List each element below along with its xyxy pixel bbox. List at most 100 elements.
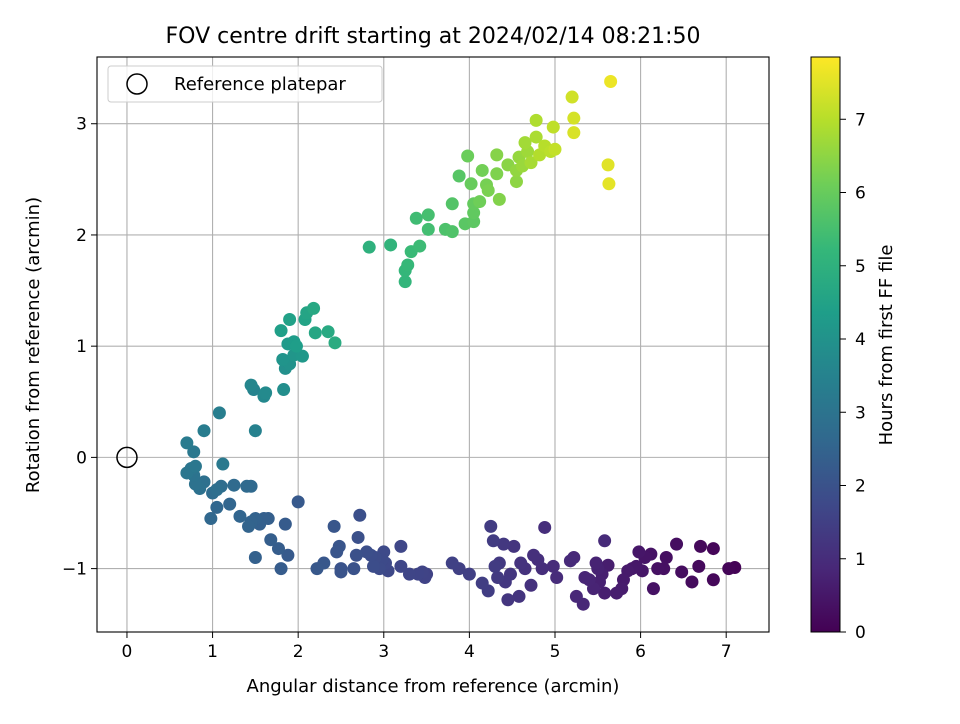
colorbar-tick-label: 2 xyxy=(855,477,866,497)
scatter-point xyxy=(421,222,435,236)
scatter-point xyxy=(362,240,376,254)
scatter-point xyxy=(646,582,660,596)
scatter-point xyxy=(353,508,367,522)
x-tick-label: 7 xyxy=(721,642,732,662)
scatter-point xyxy=(445,197,459,211)
scatter-point xyxy=(248,424,262,438)
scatter-point xyxy=(692,559,706,573)
scatter-point xyxy=(546,559,560,573)
scatter-point xyxy=(264,533,278,547)
scatter-point xyxy=(384,238,398,252)
scatter-point xyxy=(197,424,211,438)
scatter-points xyxy=(116,74,742,611)
scatter-point xyxy=(529,113,543,127)
colorbar-tick-label: 5 xyxy=(855,257,866,277)
x-tick-label: 3 xyxy=(378,642,389,662)
scatter-point xyxy=(307,301,321,315)
scatter-point xyxy=(578,571,592,585)
scatter-point xyxy=(394,559,408,573)
scatter-point xyxy=(223,497,237,511)
scatter-point xyxy=(291,495,305,509)
scatter-point xyxy=(421,208,435,222)
y-tick-label: 1 xyxy=(76,337,87,357)
scatter-point xyxy=(538,520,552,534)
scatter-point xyxy=(632,545,646,559)
x-axis-ticks: 0 1 2 3 4 5 6 7 xyxy=(122,632,732,662)
scatter-point xyxy=(413,239,427,253)
scatter-point xyxy=(210,483,224,497)
y-tick-label: 0 xyxy=(76,448,87,468)
colorbar-tick-label: 6 xyxy=(855,184,866,204)
colorbar-ticks: 0 1 2 3 4 5 6 7 xyxy=(840,110,866,643)
x-tick-label: 2 xyxy=(293,642,304,662)
plot-frame xyxy=(96,56,770,633)
scatter-point xyxy=(481,183,495,197)
scatter-point xyxy=(598,534,612,548)
scatter-point xyxy=(610,586,624,600)
y-tick-label: 3 xyxy=(76,115,87,135)
colorbar-tick-label: 1 xyxy=(855,550,866,570)
scatter-point xyxy=(330,545,344,559)
scatter-point xyxy=(488,559,502,573)
scatter-point xyxy=(550,571,564,585)
scatter-point xyxy=(501,593,515,607)
scatter-point xyxy=(473,195,487,209)
scatter-point xyxy=(233,509,247,523)
y-axis-label: Rotation from reference (arcmin) xyxy=(23,197,44,493)
colorbar-gradient xyxy=(810,56,841,633)
colorbar-tick-label: 7 xyxy=(855,110,866,130)
scatter-point xyxy=(529,130,543,144)
y-axis-ticks: −1 0 1 2 3 xyxy=(62,115,97,580)
y-tick-label: 2 xyxy=(76,226,87,246)
colorbar-tick-label: 0 xyxy=(855,623,866,643)
scatter-point xyxy=(188,459,202,473)
scatter-point xyxy=(310,562,324,576)
scatter-point xyxy=(295,349,309,363)
scatter-point xyxy=(685,575,699,589)
scatter-point xyxy=(244,378,258,392)
scatter-point xyxy=(462,567,476,581)
legend-box xyxy=(107,65,383,103)
legend-marker-reference xyxy=(126,73,148,95)
scatter-point xyxy=(204,512,218,526)
scatter-point xyxy=(604,74,618,88)
scatter-point xyxy=(563,554,577,568)
scatter-point xyxy=(274,562,288,576)
scatter-point xyxy=(210,500,224,514)
scatter-point xyxy=(589,556,603,570)
scatter-point xyxy=(321,325,335,339)
scatter-point xyxy=(274,324,288,338)
scatter-point xyxy=(398,275,412,289)
scatter-point xyxy=(328,336,342,350)
x-tick-label: 6 xyxy=(635,642,646,662)
scatter-point xyxy=(242,519,256,533)
scatter-point xyxy=(475,576,489,590)
scatter-point xyxy=(524,156,538,170)
scatter-point xyxy=(497,537,511,551)
scatter-point xyxy=(467,206,481,220)
scatter-point xyxy=(659,550,673,564)
scatter-point xyxy=(271,542,285,556)
scatter-point xyxy=(240,479,254,493)
scatter-point xyxy=(602,177,616,191)
scatter-point xyxy=(567,111,581,125)
scatter-point xyxy=(227,478,241,492)
scatter-point xyxy=(248,550,262,564)
scatter-point xyxy=(601,158,615,172)
scatter-point xyxy=(512,589,526,603)
legend: Reference platepar xyxy=(107,65,383,103)
scatter-point xyxy=(569,589,583,603)
scatter-point xyxy=(518,136,532,150)
scatter-point xyxy=(490,167,504,181)
scatter-point xyxy=(259,386,273,400)
scatter-point xyxy=(216,457,230,471)
scatter-point xyxy=(212,406,226,420)
reference-point-marker xyxy=(116,446,138,469)
scatter-point xyxy=(490,148,504,162)
scatter-point xyxy=(180,436,194,450)
x-tick-label: 0 xyxy=(122,642,133,662)
scatter-point xyxy=(277,383,291,397)
scatter-point xyxy=(484,519,498,533)
x-tick-label: 1 xyxy=(207,642,218,662)
